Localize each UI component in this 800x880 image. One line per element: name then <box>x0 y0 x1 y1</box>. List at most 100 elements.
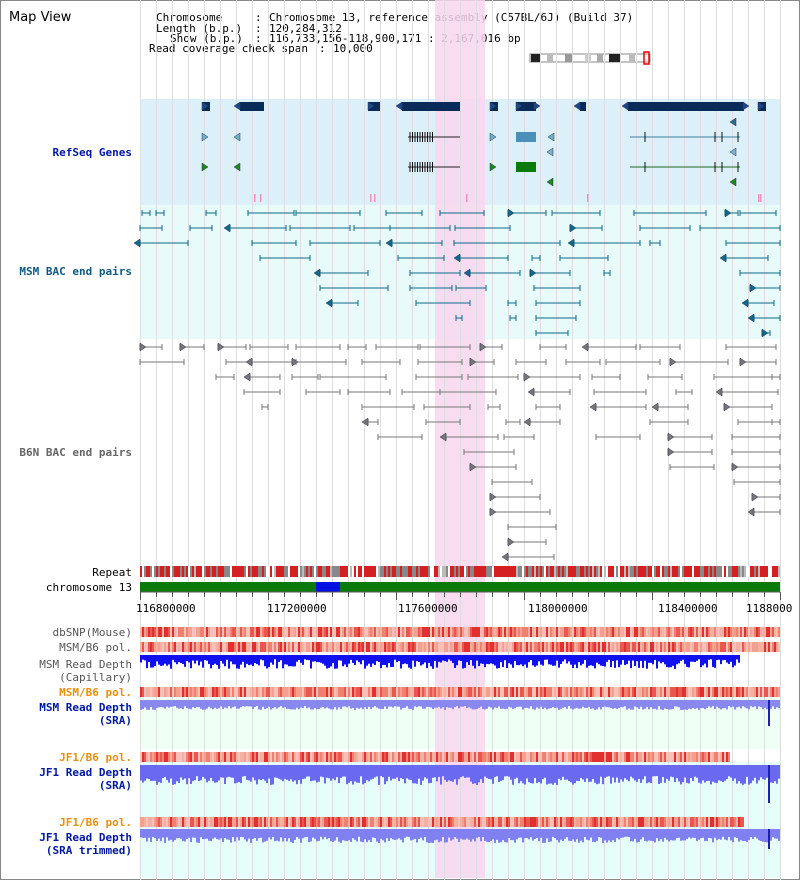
heat-cell <box>158 817 160 827</box>
depth-bar <box>506 700 508 709</box>
chromosome-ideogram[interactable] <box>529 51 653 65</box>
depth-bar <box>154 700 156 710</box>
b6n-bac-track[interactable] <box>139 340 781 590</box>
depth-bar <box>474 655 476 669</box>
heat-cell <box>626 627 628 637</box>
jf1-b6-pol-heat-track-2[interactable] <box>140 817 780 827</box>
track-label-msm-depth-capillary[interactable]: MSM Read Depth (Capillary) <box>39 658 132 684</box>
depth-bar <box>454 655 456 668</box>
heat-cell <box>402 817 404 827</box>
depth-bar <box>374 765 376 778</box>
depth-bar <box>530 655 532 660</box>
heat-cell <box>602 627 604 637</box>
heat-cell <box>250 817 252 827</box>
heat-cell <box>462 752 464 762</box>
track-label-dbsnp[interactable]: dbSNP(Mouse) <box>52 626 132 639</box>
jf1-b6-pol-heat-track-1[interactable] <box>140 752 780 762</box>
msm-b6-pol-heat-track-1[interactable] <box>140 642 780 652</box>
heat-cell <box>154 642 156 652</box>
msm-depth-capillary-track[interactable] <box>140 655 780 675</box>
jf1-depth-trimmed-track[interactable] <box>140 829 780 851</box>
repeat-track[interactable] <box>140 566 780 578</box>
heat-cell <box>400 642 402 652</box>
depth-bar <box>196 655 198 661</box>
track-label-msm-b6-pol-2[interactable]: MSM/B6 pol. <box>59 686 132 699</box>
heat-cell <box>582 752 584 762</box>
refseq-genes-track[interactable] <box>140 99 780 205</box>
depth-bar <box>232 655 234 665</box>
depth-bar <box>314 765 316 781</box>
depth-bar <box>296 700 298 708</box>
heat-cell <box>654 642 656 652</box>
depth-bar <box>226 829 228 840</box>
heat-cell <box>220 687 222 697</box>
depth-bar <box>242 829 244 838</box>
depth-bar <box>686 829 688 840</box>
depth-bar <box>466 829 468 839</box>
depth-bar <box>262 765 264 780</box>
depth-bar <box>546 655 548 660</box>
track-label-refseq[interactable]: RefSeq Genes <box>52 146 132 159</box>
jf1-depth-sra-track[interactable] <box>140 765 780 807</box>
track-label-jf1-depth-trimmed[interactable]: JF1 Read Depth (SRA trimmed) <box>39 831 132 857</box>
heat-cell <box>436 817 438 827</box>
msm-bac-track[interactable] <box>133 205 781 339</box>
repeat-cell <box>312 566 314 577</box>
heat-cell <box>418 687 420 697</box>
depth-bar <box>668 829 670 842</box>
heat-cell <box>606 752 608 762</box>
heat-cell <box>770 642 772 652</box>
repeat-cell <box>302 566 304 577</box>
dbsnp-heat-track[interactable] <box>140 627 780 637</box>
track-label-repeat[interactable]: Repeat <box>92 566 132 579</box>
heat-cell <box>474 817 476 827</box>
depth-bar <box>728 829 730 838</box>
heat-cell <box>710 627 712 637</box>
msm-depth-sra-track[interactable] <box>140 700 780 730</box>
chromosome-bar[interactable] <box>140 582 780 592</box>
depth-bar <box>732 765 734 781</box>
heat-cell <box>492 752 494 762</box>
msm-b6-pol-heat-track-2[interactable] <box>140 687 780 697</box>
heat-cell <box>158 642 160 652</box>
track-label-msm-bac[interactable]: MSM BAC end pairs <box>19 265 132 278</box>
heat-cell <box>680 817 682 827</box>
track-label-chromosome[interactable]: chromosome 13 <box>45 581 132 594</box>
repeat-cell <box>522 566 524 577</box>
depth-bar <box>162 700 164 708</box>
track-label-jf1-b6-pol-1[interactable]: JF1/B6 pol. <box>59 751 132 764</box>
track-label-b6n-bac[interactable]: B6N BAC end pairs <box>19 446 132 459</box>
heat-cell <box>600 627 602 637</box>
heat-cell <box>306 627 308 637</box>
repeat-cell <box>438 566 440 577</box>
repeat-cell <box>258 566 260 577</box>
heat-cell <box>430 627 432 637</box>
repeat-cell <box>468 566 470 577</box>
heat-cell <box>336 627 338 637</box>
depth-bar <box>496 829 498 840</box>
track-label-msm-depth-sra[interactable]: MSM Read Depth (SRA) <box>39 701 132 727</box>
heat-cell <box>488 687 490 697</box>
heat-cell <box>184 687 186 697</box>
heat-cell <box>642 817 644 827</box>
track-label-msm-b6-pol-1[interactable]: MSM/B6 pol. <box>59 641 132 654</box>
depth-bar <box>224 829 226 839</box>
heat-cell <box>408 817 410 827</box>
depth-bar <box>648 829 650 841</box>
depth-bar <box>408 829 410 838</box>
depth-bar <box>752 700 754 708</box>
track-label-jf1-depth-sra[interactable]: JF1 Read Depth (SRA) <box>39 766 132 792</box>
heat-cell <box>350 642 352 652</box>
heat-cell <box>240 642 242 652</box>
heat-cell <box>422 627 424 637</box>
heat-cell <box>684 752 686 762</box>
heat-cell <box>354 687 356 697</box>
depth-bar <box>538 765 540 783</box>
heat-cell <box>588 817 590 827</box>
heat-cell <box>224 817 226 827</box>
depth-bar <box>700 655 702 668</box>
track-label-jf1-b6-pol-2[interactable]: JF1/B6 pol. <box>59 816 132 829</box>
heat-cell <box>414 817 416 827</box>
depth-bar <box>662 655 664 663</box>
depth-bar <box>250 765 252 782</box>
